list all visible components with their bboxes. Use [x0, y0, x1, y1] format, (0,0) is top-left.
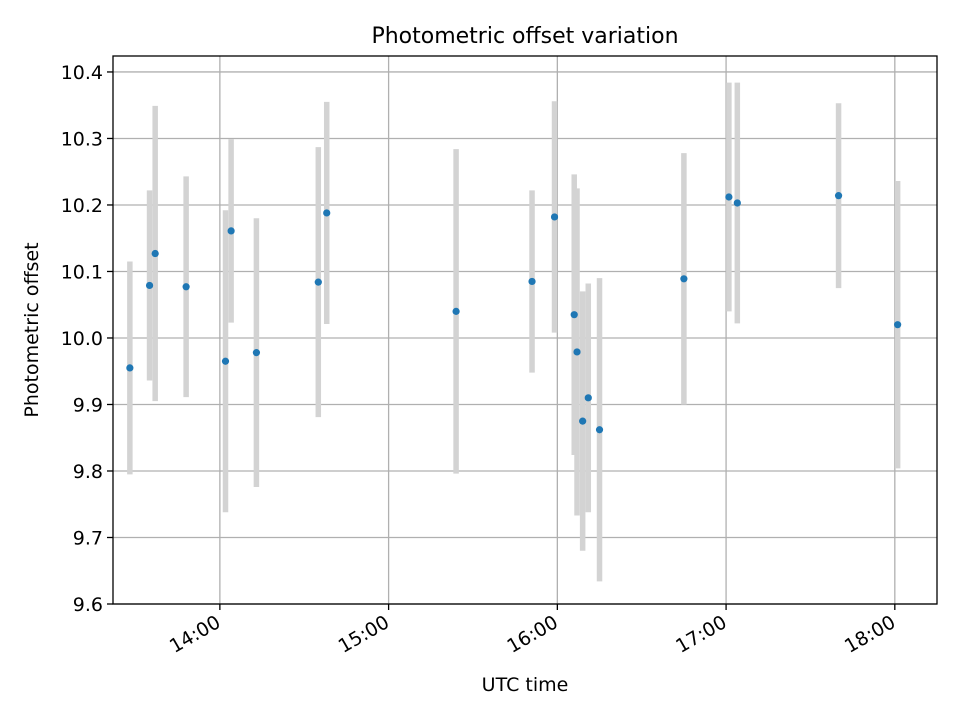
- data-point: [528, 277, 536, 286]
- data-point: [733, 199, 741, 207]
- data-point: [314, 278, 322, 286]
- chart-title: Photometric offset variation: [371, 24, 678, 49]
- y-tick-label: 9.9: [73, 394, 103, 416]
- data-point: [570, 311, 578, 319]
- x-tick-label: 18:00: [841, 611, 899, 657]
- data-point: [550, 213, 559, 221]
- x-tick-label: 17:00: [672, 611, 730, 657]
- y-tick-label: 10.3: [61, 128, 103, 150]
- y-tick-label: 9.6: [73, 594, 103, 616]
- plot-frame: [112, 55, 938, 605]
- data-point: [573, 348, 581, 356]
- y-tick-label: 10.2: [61, 195, 103, 217]
- data-point: [182, 283, 190, 291]
- data-point: [126, 364, 134, 372]
- x-tick-label: 16:00: [503, 611, 561, 657]
- data-point: [227, 227, 235, 235]
- x-tick-label: 14:00: [166, 611, 224, 657]
- data-point: [151, 249, 159, 258]
- data-point: [834, 192, 843, 200]
- data-point: [323, 209, 331, 217]
- y-tick-label: 10.1: [61, 261, 103, 283]
- y-tick-label: 9.7: [73, 527, 103, 549]
- data-point: [452, 307, 460, 315]
- x-axis: 14:00 15:00 16:00 17:00 18:00: [166, 604, 899, 658]
- x-tick-label: 15:00: [335, 611, 393, 657]
- data-point: [595, 426, 604, 434]
- data-point: [252, 349, 261, 357]
- x-axis-label: UTC time: [482, 674, 569, 696]
- y-tick-label: 10.0: [61, 328, 103, 350]
- error-bars: [127, 82, 901, 582]
- data-point: [584, 394, 592, 402]
- data-point: [894, 321, 902, 329]
- y-axis-label: Photometric offset: [21, 242, 43, 417]
- y-axis: 9.6 9.7 9.8 9.9 10.0 10.1 10.2 10.3 10.4: [61, 62, 113, 616]
- data-points: [126, 192, 902, 434]
- y-tick-label: 9.8: [73, 461, 103, 483]
- y-tick-label: 10.4: [61, 62, 103, 84]
- grid: [113, 56, 937, 605]
- data-point: [725, 193, 733, 201]
- data-point: [221, 357, 230, 365]
- data-point: [145, 281, 154, 290]
- data-point: [680, 275, 688, 283]
- data-point: [579, 417, 587, 425]
